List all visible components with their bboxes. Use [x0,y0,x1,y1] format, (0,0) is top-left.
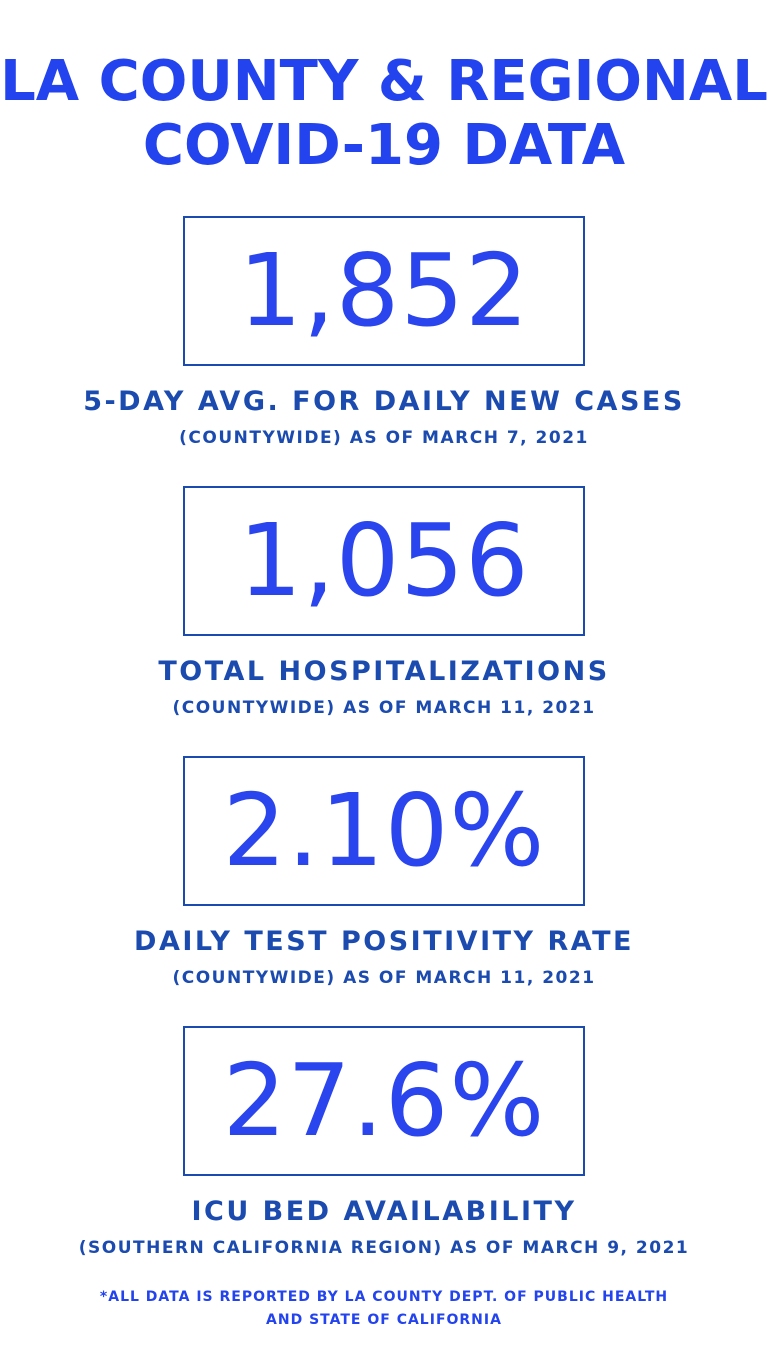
stat-label: TOTAL HOSPITALIZATIONS [158,656,610,687]
stat-box: 2.10% [183,756,585,906]
stat-label: ICU BED AVAILABILITY [191,1196,577,1227]
stat-label: DAILY TEST POSITIVITY RATE [134,926,634,957]
stat-sublabel: (COUNTYWIDE) AS OF MARCH 11, 2021 [172,698,596,718]
stat-box: 1,056 [183,486,585,636]
stat-value: 1,852 [238,232,530,349]
stat-sublabel: (SOUTHERN CALIFORNIA REGION) AS OF MARCH… [78,1238,690,1258]
stat-sublabel: (COUNTYWIDE) AS OF MARCH 7, 2021 [179,428,589,448]
title-line: COVID-19 DATA [142,113,626,178]
footnote-line: AND STATE OF CALIFORNIA [266,1312,502,1328]
stat-value: 2.10% [222,772,546,889]
stat-value: 1,056 [238,502,530,619]
title-line: LA COUNTY & REGIONAL [0,49,768,114]
stat-box: 1,852 [183,216,585,366]
footnote-line: *ALL DATA IS REPORTED BY LA COUNTY DEPT.… [99,1289,669,1305]
stat-sublabel: (COUNTYWIDE) AS OF MARCH 11, 2021 [172,968,596,988]
stat-label: 5-DAY AVG. FOR DAILY NEW CASES [83,386,685,417]
stat-box: 27.6% [183,1026,585,1176]
stat-value: 27.6% [222,1042,546,1159]
